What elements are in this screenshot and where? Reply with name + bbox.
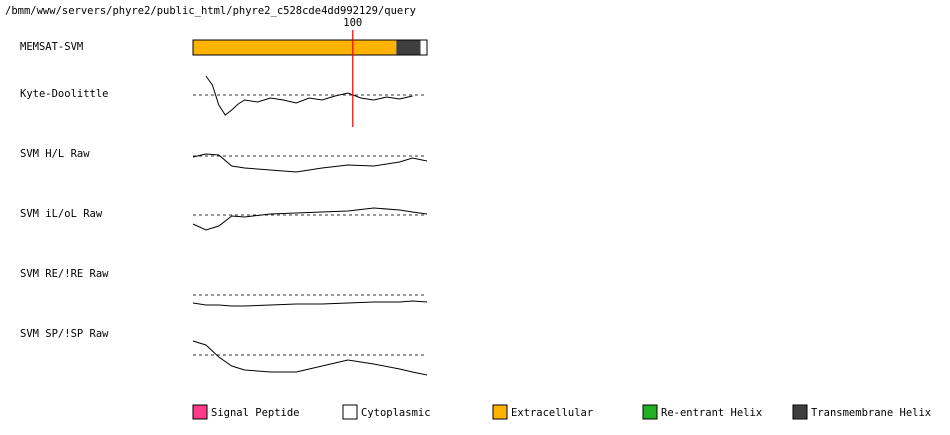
legend-swatch (192, 404, 208, 420)
trace-line (192, 300, 428, 307)
track-label: SVM iL/oL Raw (20, 208, 103, 220)
track-label: MEMSAT-SVM (20, 41, 83, 53)
track-label: SVM RE/!RE Raw (20, 268, 109, 280)
legend-label: Signal Peptide (211, 407, 300, 419)
trace-line (192, 340, 428, 376)
topology-bar-outline (192, 39, 428, 56)
legend-swatch (342, 404, 358, 420)
legend-label: Re-entrant Helix (661, 407, 762, 419)
track-label: Kyte-Doolittle (20, 88, 109, 100)
trace-line (192, 153, 428, 173)
position-label: 100 (343, 17, 362, 29)
trace-line (205, 75, 413, 116)
track-label: SVM H/L Raw (20, 148, 90, 160)
trace-line (192, 207, 428, 231)
legend-swatch (792, 404, 808, 420)
file-path: /bmm/www/servers/phyre2/public_html/phyr… (5, 5, 416, 17)
topology-segment (193, 40, 397, 55)
legend-swatch (492, 404, 508, 420)
topology-segment (420, 40, 427, 55)
legend-label: Cytoplasmic (361, 407, 431, 419)
legend-label: Extracellular (511, 407, 593, 419)
legend-label: Transmembrane Helix (811, 407, 931, 419)
legend-swatch (642, 404, 658, 420)
topology-segment (396, 40, 421, 55)
track-label: SVM SP/!SP Raw (20, 328, 109, 340)
